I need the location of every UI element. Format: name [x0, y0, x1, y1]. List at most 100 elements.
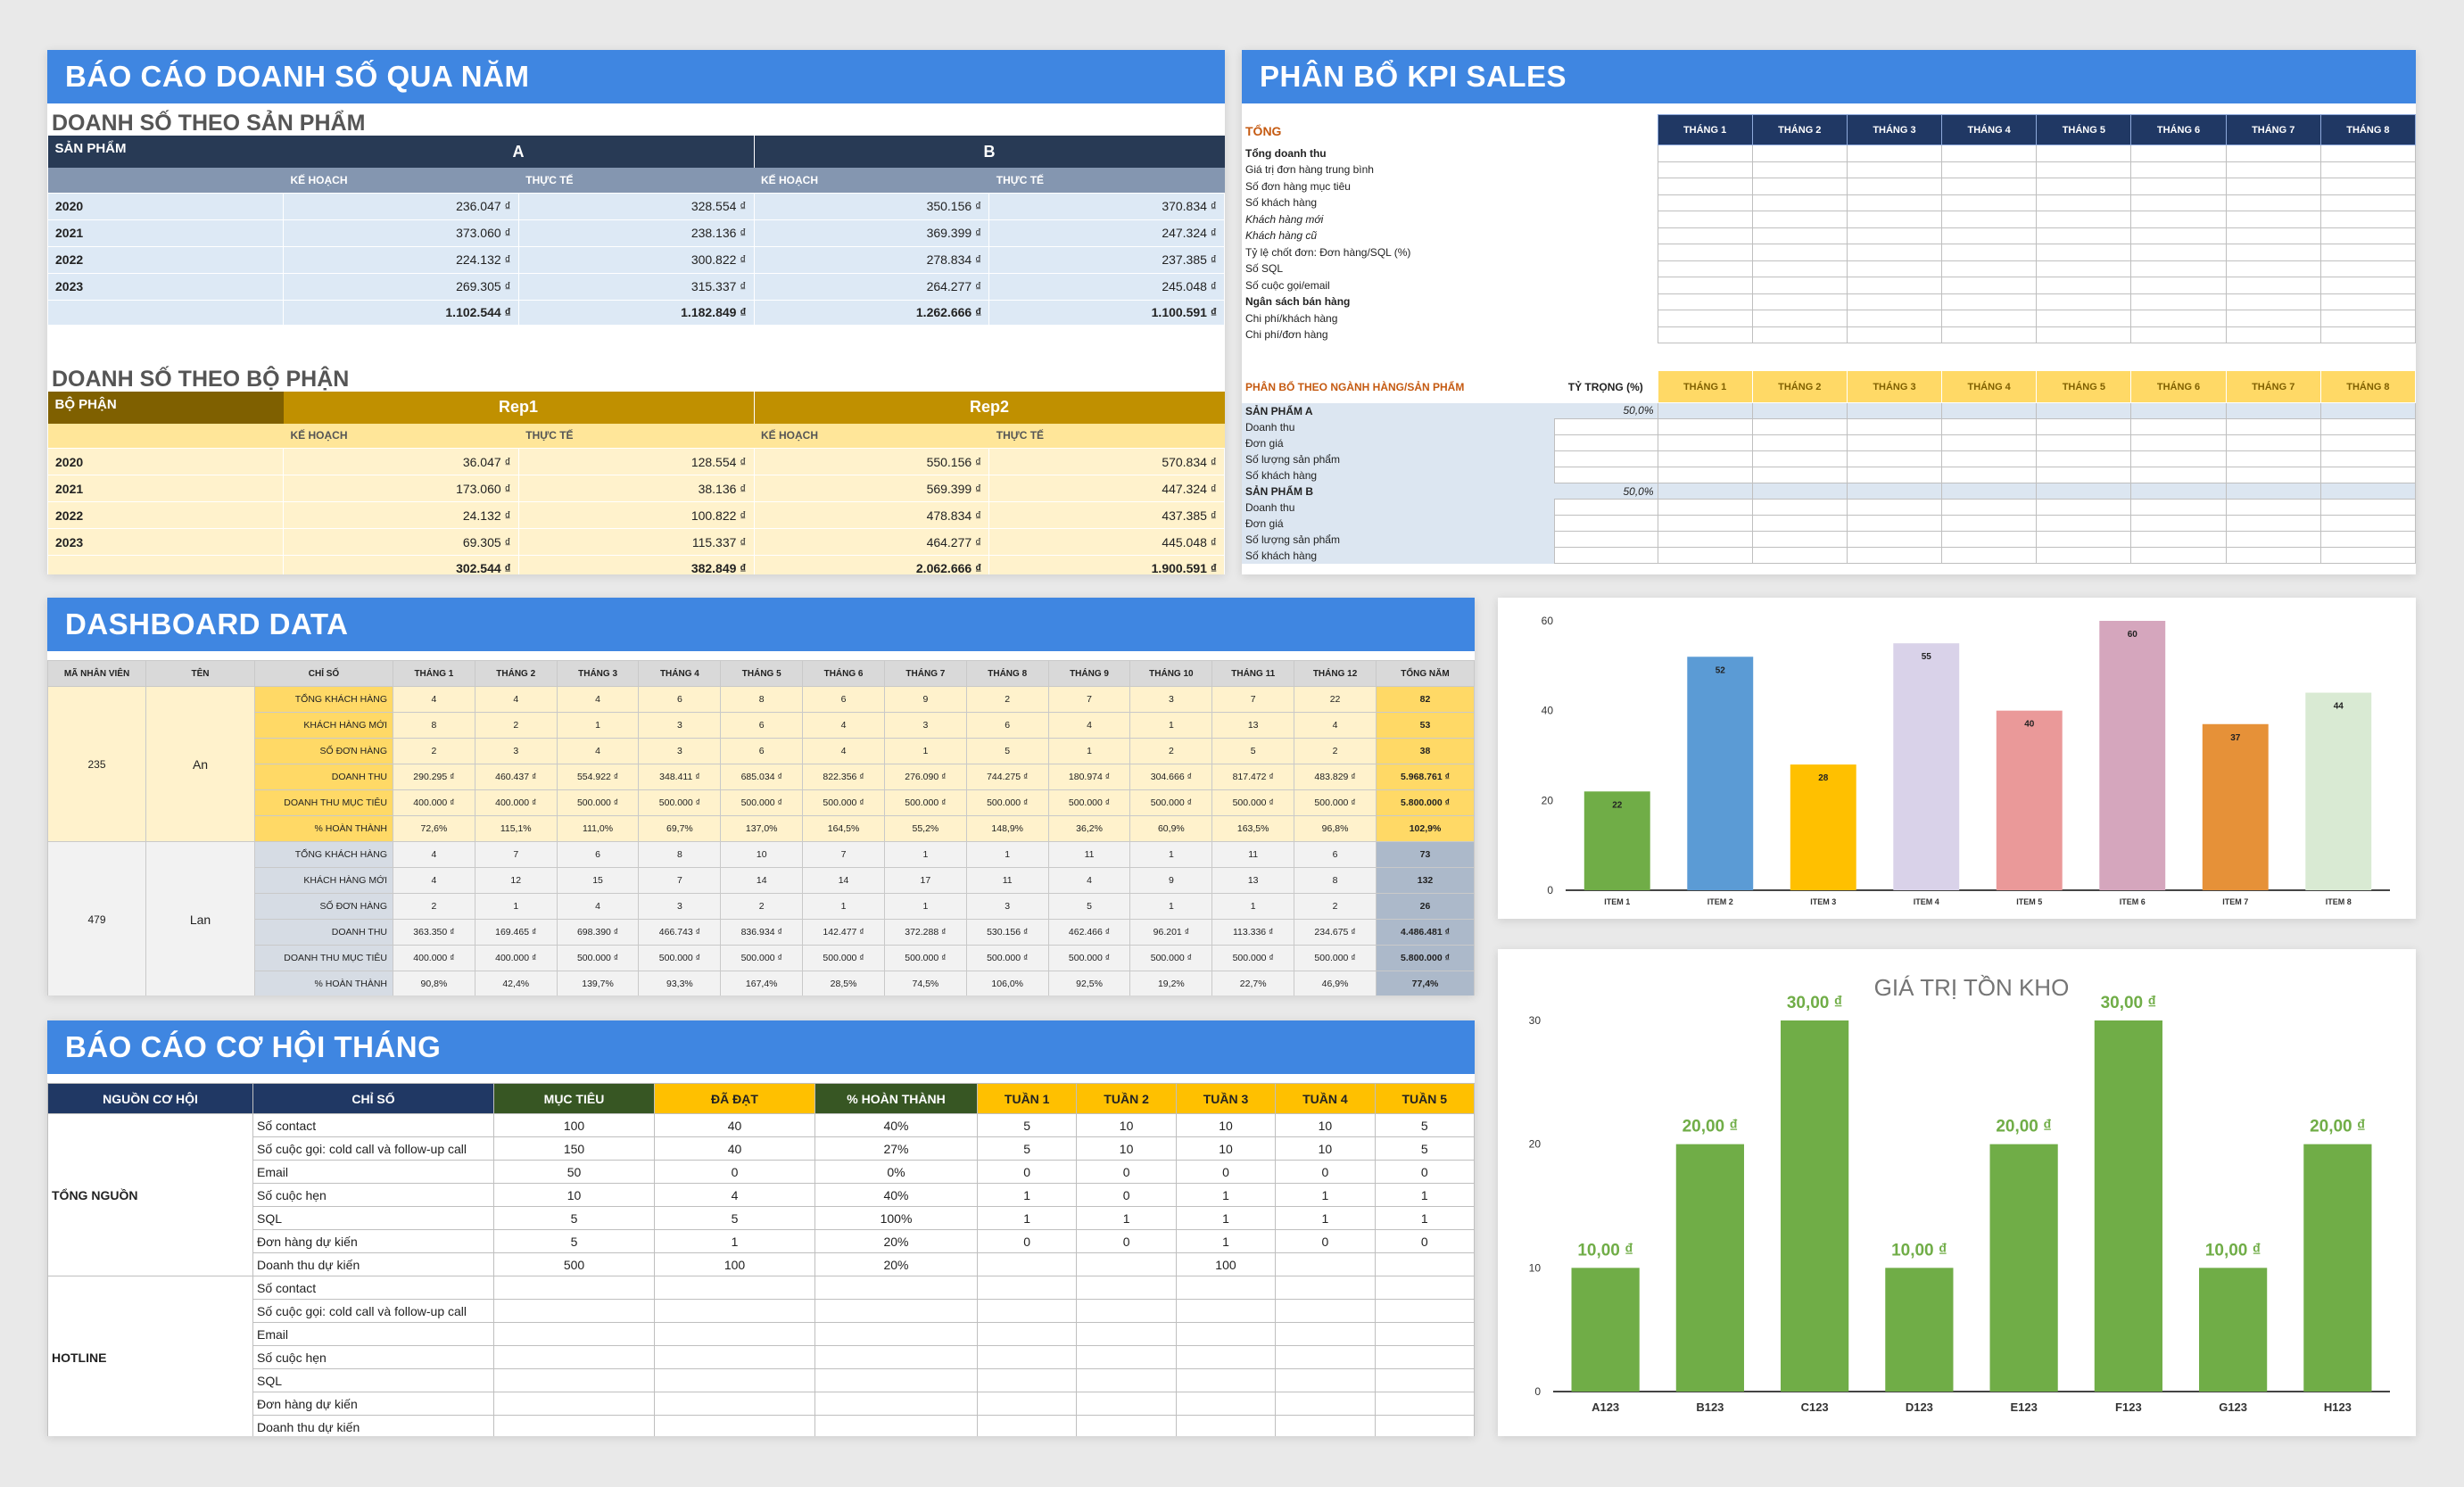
opportunity-value: 10	[1076, 1113, 1177, 1137]
kpi-cell	[2225, 531, 2321, 548]
kpi-cell	[2036, 145, 2132, 162]
month-value: 554.922 ₫	[556, 764, 640, 790]
kpi-cell	[2319, 326, 2416, 343]
chart-bar	[1675, 1144, 1744, 1392]
kpi-cell	[2319, 161, 2416, 178]
kpi-cell	[2130, 450, 2227, 467]
data-label: 20,00 ₫	[2310, 1118, 2366, 1136]
opportunity-value	[1374, 1392, 1475, 1416]
year-total: 5.800.000 ₫	[1376, 945, 1475, 971]
opportunity-value	[1175, 1299, 1277, 1323]
month-value: 19,2%	[1129, 971, 1213, 995]
month-value: 836.934 ₫	[720, 919, 804, 946]
category-label: ITEM 8	[2326, 897, 2352, 906]
kpi-cell	[2319, 244, 2416, 261]
year-cell: 2023	[47, 528, 284, 556]
value-cell: 173.060 ₫	[283, 475, 519, 502]
month-value: 698.390 ₫	[556, 919, 640, 946]
opportunity-header: NGUỒN CƠ HỘI	[47, 1083, 253, 1114]
month-value: 1	[1211, 893, 1295, 920]
opportunity-value: 10	[1275, 1113, 1376, 1137]
opportunity-value	[1275, 1345, 1376, 1369]
kpi-cell	[2036, 310, 2132, 327]
opportunity-value	[493, 1392, 655, 1416]
kpi-cell	[2036, 293, 2132, 310]
month-value: 500.000 ₫	[1047, 945, 1131, 971]
year-total: 4.486.481 ₫	[1376, 919, 1475, 946]
kpi-cell	[1941, 402, 2038, 419]
value-cell: 224.132 ₫	[283, 245, 519, 274]
kpi-cell	[2130, 211, 2227, 228]
table-row: Doanh thu	[1242, 499, 2416, 516]
month-header: THÁNG 2	[1751, 370, 1848, 403]
opportunity-value: 0%	[814, 1160, 978, 1184]
month-value: 4	[393, 867, 475, 894]
data-label: 60	[2128, 630, 2138, 640]
kpi-cell	[1941, 434, 2038, 451]
kpi-cell	[2225, 467, 2321, 483]
data-label: 22	[1612, 800, 1623, 810]
month-value: 4	[1294, 712, 1377, 739]
opportunity-value	[1076, 1299, 1177, 1323]
opportunity-value: 20%	[814, 1252, 978, 1276]
opportunity-value: 40	[654, 1136, 815, 1161]
kpi-cell	[1657, 227, 1753, 244]
month-value: 500.000 ₫	[1129, 945, 1213, 971]
table-row: Số cuộc gọi: cold call và follow-up call	[48, 1299, 1475, 1323]
table-row: Số lượng sản phẩm	[1242, 450, 2416, 467]
kpi-cell	[1941, 244, 2038, 261]
kpi-cell	[1846, 547, 1943, 564]
month-value: 111,0%	[556, 815, 640, 842]
kpi-cell	[2225, 434, 2321, 451]
month-value: 817.472 ₫	[1211, 764, 1295, 790]
value-cell: 269.305 ₫	[283, 272, 519, 301]
employee-name: Lan	[145, 841, 255, 995]
opportunity-value: 1	[1275, 1206, 1376, 1230]
opportunity-value	[814, 1415, 978, 1436]
opportunity-value	[1076, 1392, 1177, 1416]
kpi-cell	[2130, 293, 2227, 310]
kpi-cell	[1657, 145, 1753, 162]
weight-cell	[1553, 418, 1658, 435]
value-cell: 278.834 ₫	[753, 245, 990, 274]
month-value: 276.090 ₫	[883, 764, 967, 790]
kpi-cell	[1846, 515, 1943, 532]
opportunity-value	[1275, 1322, 1376, 1346]
kpi-cell	[1751, 434, 1848, 451]
chart-bar	[1687, 657, 1754, 890]
opportunity-value: 150	[493, 1136, 655, 1161]
month-value: 113.336 ₫	[1211, 919, 1295, 946]
opportunity-value	[1175, 1322, 1277, 1346]
table-row: 479 Lan TỔNG KHÁCH HÀNG 4 7 6 8 10 7 1 1 11 1 11 6 73	[47, 841, 1475, 995]
kpi-cell	[1846, 499, 1943, 516]
kpi-metric-label: Tổng doanh thu	[1245, 146, 1327, 160]
kpi-cell	[2319, 310, 2416, 327]
table-row: Khách hàng cũ	[1242, 227, 2416, 244]
month-value: 8	[393, 712, 475, 739]
value-cell: 328.554 ₫	[517, 192, 755, 220]
value-cell: 237.385 ₫	[988, 245, 1225, 274]
month-value: 115,1%	[474, 815, 558, 842]
kpi-cell	[2319, 434, 2416, 451]
month-value: 1	[802, 893, 885, 920]
opportunity-value	[1275, 1276, 1376, 1300]
kpi-cell	[1941, 161, 2038, 178]
value-cell: 570.834 ₫	[988, 448, 1225, 475]
table-row: 1.102.544 ₫ 1.182.849 ₫ 1.262.666 ₫ 1.100.5…	[47, 299, 1225, 326]
kpi-cell	[2130, 227, 2227, 244]
weight-cell	[1553, 531, 1658, 548]
weight-cell	[1553, 499, 1658, 516]
table-row: Số cuộc hẹn 10 4 40% 1 0 1 1 1	[48, 1183, 1475, 1207]
opportunity-metric: Số contact	[252, 1276, 494, 1300]
opportunity-value	[976, 1345, 1078, 1369]
opportunity-value	[654, 1415, 815, 1436]
y-tick-label: 10	[1529, 1261, 1542, 1274]
table-row: TỔNG NGUỒN Số contact 100 40 40% 5 10 10 10 5	[47, 1113, 1475, 1276]
table-row: PHÂN BỔ THEO NGÀNH HÀNG/SẢN PHẨM TỶ TRỌNG…	[1242, 370, 2416, 403]
table-row: Khách hàng mới	[1242, 211, 2416, 228]
month-value: 74,5%	[883, 971, 967, 995]
month-value: 7	[802, 841, 885, 868]
indicator-label: DOANH THU MỤC TIÊU	[254, 789, 393, 816]
month-value: 142.477 ₫	[802, 919, 885, 946]
opportunity-value: 1	[976, 1183, 1078, 1207]
